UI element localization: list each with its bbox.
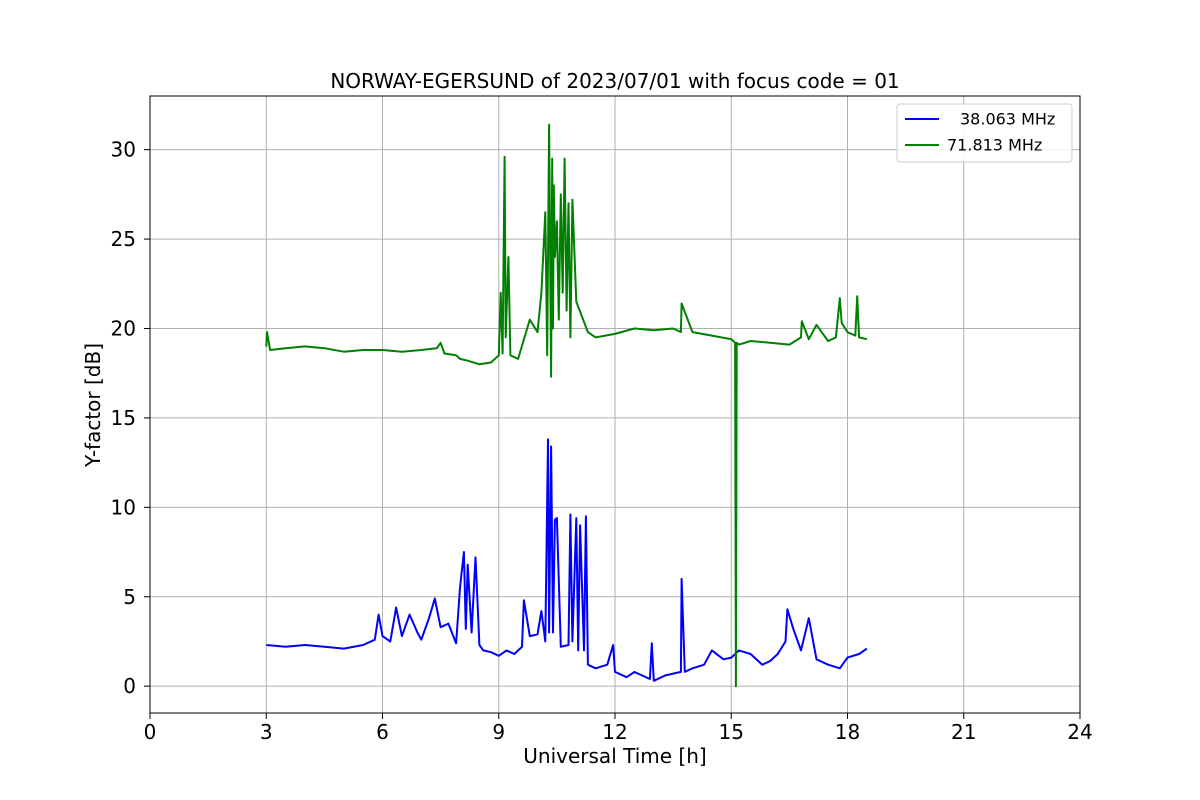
x-tick-label: 6 bbox=[376, 720, 389, 744]
y-tick-label: 25 bbox=[111, 227, 136, 251]
y-tick-label: 15 bbox=[111, 406, 136, 430]
legend-label-71mhz: 71.813 MHz bbox=[947, 136, 1042, 155]
legend-box bbox=[896, 103, 1073, 163]
legend-label-38mhz: 38.063 MHz bbox=[960, 110, 1055, 129]
x-tick-label: 3 bbox=[260, 720, 273, 744]
y-tick-label: 5 bbox=[123, 585, 136, 609]
legend: 38.063 MHz 71.813 MHz bbox=[896, 103, 1073, 163]
x-tick-label: 21 bbox=[951, 720, 976, 744]
y-tick-label: 0 bbox=[123, 674, 136, 698]
x-axis-label: Universal Time [h] bbox=[523, 744, 706, 768]
y-tick-label: 10 bbox=[111, 495, 136, 519]
x-tick-label: 12 bbox=[602, 720, 627, 744]
axis-ticks: 0 3 6 9 12 15 18 21 24 0 5 10 15 20 25 30 bbox=[111, 138, 1093, 744]
y-tick-label: 20 bbox=[111, 316, 136, 340]
chart-title: NORWAY-EGERSUND of 2023/07/01 with focus… bbox=[330, 69, 899, 93]
x-tick-label: 9 bbox=[492, 720, 505, 744]
series-line-0 bbox=[266, 438, 868, 682]
series-line-1 bbox=[265, 123, 868, 688]
y-tick-label: 30 bbox=[111, 138, 136, 162]
y-axis-label: Y-factor [dB] bbox=[81, 343, 105, 468]
series-layer bbox=[265, 123, 868, 688]
x-tick-label: 24 bbox=[1067, 720, 1092, 744]
x-tick-label: 0 bbox=[144, 720, 157, 744]
x-tick-label: 18 bbox=[835, 720, 860, 744]
x-tick-label: 15 bbox=[719, 720, 744, 744]
